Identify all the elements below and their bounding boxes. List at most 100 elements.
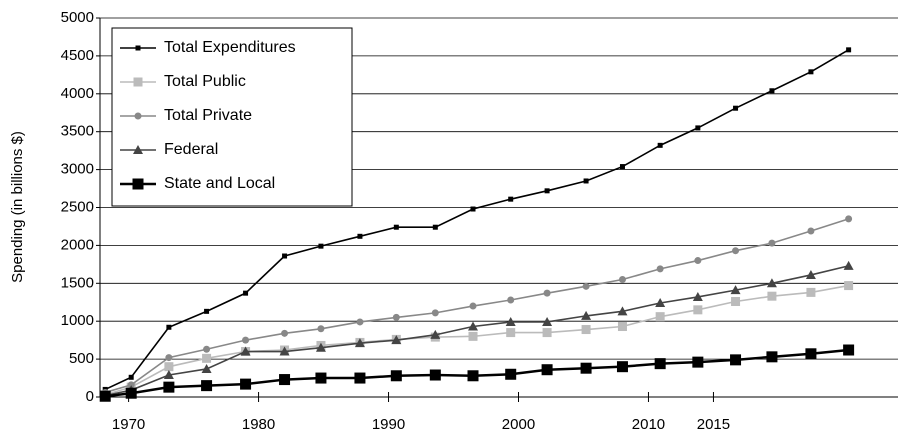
y-tick-label: 3500 — [61, 123, 94, 140]
data-point — [617, 322, 627, 332]
data-point — [619, 164, 625, 170]
y-tick-label: 1000 — [61, 312, 94, 329]
data-point — [201, 363, 212, 373]
y-tick-label: 4000 — [61, 85, 94, 102]
data-point — [582, 282, 590, 290]
data-point — [127, 381, 135, 389]
data-point — [543, 289, 551, 297]
data-point — [541, 364, 553, 376]
legend-label: Federal — [164, 141, 218, 158]
data-point — [581, 325, 591, 335]
y-tick-label: 3000 — [61, 161, 94, 178]
y-tick-label: 0 — [86, 388, 94, 405]
legend-label: Total Private — [164, 107, 252, 124]
data-point — [616, 361, 628, 373]
y-axis-label: Spending (in billions $) — [9, 131, 26, 283]
data-point — [391, 335, 402, 345]
data-point — [354, 372, 366, 384]
data-point — [580, 362, 592, 374]
data-point — [542, 316, 553, 326]
data-point — [470, 206, 476, 212]
data-point — [242, 336, 250, 344]
data-point — [544, 188, 550, 194]
data-point — [692, 356, 704, 368]
data-point — [805, 348, 817, 360]
data-point — [654, 358, 666, 370]
data-point — [243, 290, 249, 296]
data-point — [806, 287, 816, 297]
data-point — [846, 47, 852, 53]
legend-marker — [134, 112, 142, 120]
data-point — [507, 296, 515, 304]
data-point — [163, 370, 174, 380]
data-point — [766, 278, 777, 288]
data-point — [808, 69, 814, 75]
data-point — [279, 346, 290, 356]
legend-label: Total Public — [164, 73, 246, 90]
data-point — [390, 370, 402, 382]
data-point — [201, 380, 213, 392]
data-point — [769, 88, 775, 94]
data-point — [164, 362, 174, 372]
data-point — [354, 338, 365, 348]
data-point — [655, 312, 665, 322]
legend: Total Expenditures Total Public Total Priv… — [111, 27, 353, 207]
data-point — [318, 243, 324, 249]
y-tick-label: 4500 — [61, 47, 94, 64]
data-point — [730, 285, 741, 295]
data-point — [468, 331, 478, 341]
data-point — [99, 390, 111, 402]
data-point — [844, 281, 854, 291]
data-point — [240, 378, 252, 390]
legend-marker — [135, 45, 141, 51]
data-point — [733, 105, 739, 111]
y-tick-label: 1500 — [61, 274, 94, 291]
data-point — [768, 239, 776, 247]
data-point — [656, 265, 664, 273]
data-point — [692, 291, 703, 301]
data-point — [315, 342, 326, 352]
data-point — [282, 253, 288, 259]
legend-label: Total Expenditures — [164, 39, 296, 56]
x-tick-label: 2010 — [632, 416, 665, 433]
legend-marker — [132, 178, 144, 190]
data-point — [767, 291, 777, 301]
data-point — [843, 344, 855, 356]
data-point — [508, 196, 514, 202]
data-point — [163, 381, 175, 393]
data-point — [730, 354, 742, 366]
y-tick-label: 2000 — [61, 236, 94, 253]
data-point — [731, 296, 741, 306]
data-point — [469, 302, 477, 310]
data-point — [581, 310, 592, 320]
x-tick-label: 1980 — [242, 416, 275, 433]
data-point — [505, 316, 516, 326]
data-point — [807, 227, 815, 235]
data-point — [128, 374, 134, 380]
data-point — [392, 313, 400, 321]
data-point — [356, 318, 364, 326]
x-tick-label: 1990 — [372, 416, 405, 433]
data-point — [583, 178, 589, 184]
data-point — [843, 260, 854, 270]
data-point — [766, 351, 778, 363]
data-point — [695, 125, 701, 131]
data-point — [165, 354, 173, 362]
data-point — [429, 369, 441, 381]
data-point — [542, 328, 552, 338]
data-point — [166, 324, 172, 330]
legend-marker — [133, 77, 143, 87]
y-tick-label: 500 — [69, 350, 94, 367]
data-point — [618, 276, 626, 284]
x-tick-label: 1970 — [112, 416, 145, 433]
data-point — [240, 346, 251, 356]
legend-box — [111, 27, 353, 207]
y-tick-label: 2500 — [61, 198, 94, 215]
data-point — [125, 387, 137, 399]
data-point — [315, 372, 327, 384]
data-point — [732, 247, 740, 255]
data-point — [694, 257, 702, 265]
data-point — [505, 368, 517, 380]
data-point — [357, 233, 363, 239]
data-point — [393, 224, 399, 230]
